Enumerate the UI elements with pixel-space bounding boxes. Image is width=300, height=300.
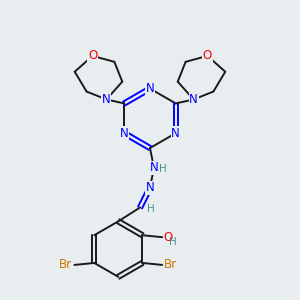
Text: O: O [163, 231, 172, 244]
Text: O: O [203, 50, 212, 62]
Text: O: O [88, 50, 97, 62]
Text: N: N [146, 181, 154, 194]
Text: Br: Br [59, 258, 73, 272]
Text: H: H [169, 237, 177, 247]
Text: H: H [147, 204, 155, 214]
Text: N: N [171, 127, 180, 140]
Text: N: N [150, 161, 158, 174]
Text: Br: Br [164, 258, 177, 272]
Text: N: N [146, 82, 154, 95]
Text: N: N [120, 127, 129, 140]
Text: N: N [102, 93, 111, 106]
Text: H: H [159, 164, 167, 174]
Text: N: N [189, 93, 198, 106]
